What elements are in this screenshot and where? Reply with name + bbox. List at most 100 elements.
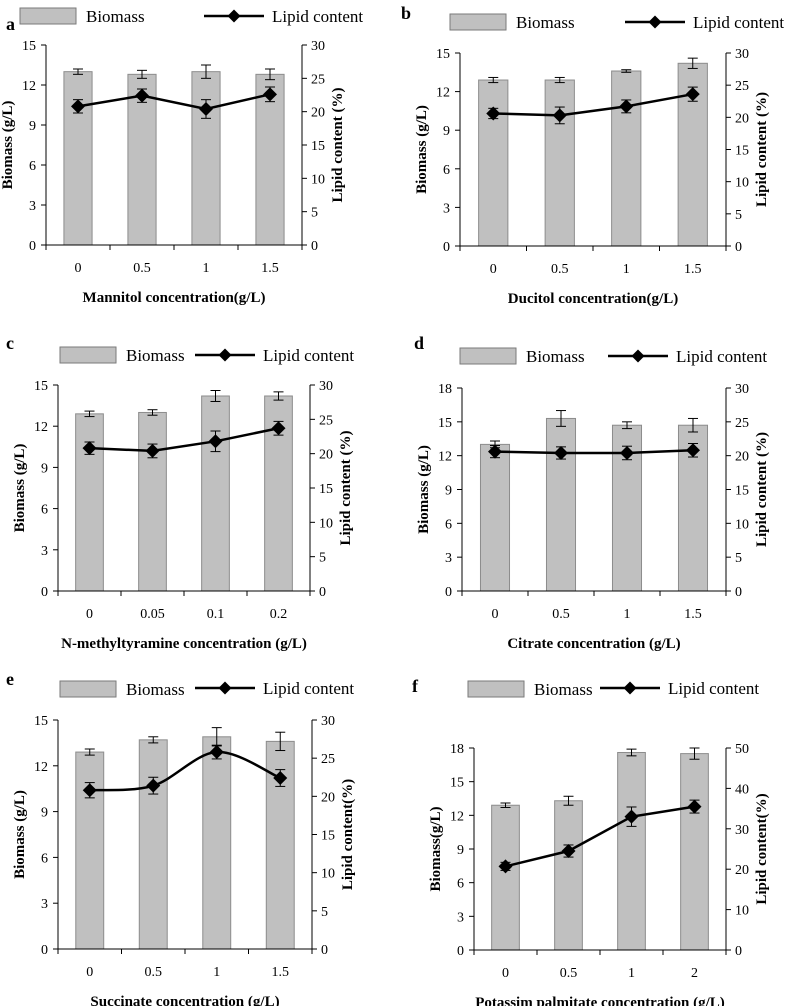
- y2-tick-label: 20: [735, 111, 749, 126]
- legend-biomass-label: Biomass: [534, 680, 593, 699]
- y-tick-label: 15: [22, 39, 36, 54]
- y2-tick-label: 0: [735, 944, 742, 959]
- y-tick-label: 6: [443, 163, 450, 178]
- y-tick-label: 9: [41, 461, 48, 476]
- y-tick-label: 6: [41, 503, 48, 518]
- x-axis-title: Succinate concentration (g/L): [90, 994, 279, 1006]
- y-tick-label: 15: [436, 47, 450, 62]
- y2-tick-label: 20: [735, 450, 749, 465]
- y-tick-label: 18: [450, 742, 464, 757]
- panel-f: f Biomass Lipid content0369121518010203040…: [412, 676, 770, 1006]
- y2-tick-label: 30: [735, 47, 749, 62]
- y-tick-label: 9: [457, 843, 464, 858]
- x-axis-title: Citrate concentration (g/L): [507, 636, 680, 652]
- lipid-point: [498, 859, 513, 874]
- biomass-error-bar: [210, 389, 221, 402]
- y2-tick-label: 10: [321, 867, 335, 882]
- x-tick-label: 1.5: [272, 965, 290, 980]
- y2-tick-label: 5: [321, 905, 328, 920]
- lipid-point: [263, 87, 277, 102]
- x-tick-label: 0: [490, 262, 497, 277]
- y2-tick-label: 30: [311, 39, 325, 54]
- x-tick-label: 1: [628, 966, 635, 981]
- legend-biomass-label: Biomass: [516, 13, 575, 32]
- lipid-line: [77, 93, 271, 111]
- y2-axis-title: Lipid content (%): [754, 92, 770, 207]
- y-tick-label: 15: [438, 416, 452, 431]
- biomass-error-bar: [488, 76, 499, 84]
- lipid-point: [208, 434, 223, 449]
- y-tick-label: 12: [34, 420, 48, 435]
- lipid-line: [89, 427, 279, 453]
- y-tick-label: 3: [41, 897, 48, 912]
- y-axis-title: Biomass(g/L): [428, 806, 444, 891]
- x-tick-label: 1: [203, 261, 210, 276]
- y-tick-label: 6: [29, 159, 36, 174]
- y-tick-label: 0: [445, 585, 452, 600]
- biomass-error-bar: [554, 76, 565, 84]
- x-tick-label: 1: [623, 262, 630, 277]
- y2-tick-label: 15: [319, 482, 333, 497]
- lipid-point: [488, 444, 502, 459]
- lipid-point: [685, 87, 700, 102]
- lipid-point: [619, 99, 634, 114]
- y2-tick-label: 25: [735, 79, 749, 94]
- lipid-point: [624, 809, 639, 824]
- y-tick-label: 0: [29, 239, 36, 254]
- biomass-error-bar: [84, 748, 95, 756]
- y2-axis-title: Lipid content (%): [330, 87, 346, 202]
- x-tick-label: 1.5: [684, 262, 702, 277]
- y-axis-title: Biomass (g/L): [414, 105, 430, 194]
- x-tick-label: 1: [624, 607, 631, 622]
- lipid-point: [620, 445, 634, 460]
- y2-tick-label: 5: [735, 208, 742, 223]
- x-axis-title: Ducitol concentration(g/L): [508, 291, 678, 307]
- y-tick-label: 0: [41, 943, 48, 958]
- lipid-point: [273, 771, 288, 786]
- y2-tick-label: 50: [735, 742, 749, 757]
- y-axis-title: Biomass (g/L): [416, 445, 432, 534]
- legend-biomass-label: Biomass: [126, 346, 185, 365]
- x-axis-title: Mannitol concentration(g/L): [83, 290, 266, 306]
- legend-biomass-swatch: [19, 7, 77, 25]
- biomass-bar: [545, 417, 577, 592]
- panel-label: e: [6, 669, 14, 689]
- y-tick-label: 12: [436, 86, 450, 101]
- y2-tick-label: 10: [311, 172, 325, 187]
- legend-lipid-label: Lipid content: [693, 13, 784, 32]
- legend-biomass-label: Biomass: [126, 680, 185, 699]
- biomass-bar: [617, 751, 646, 951]
- y-tick-label: 15: [450, 776, 464, 791]
- y2-tick-label: 15: [321, 829, 335, 844]
- lipid-point: [82, 783, 97, 798]
- legend-lipid-marker: [648, 15, 662, 29]
- lipid-point: [82, 441, 97, 456]
- y2-tick-label: 0: [321, 943, 328, 958]
- lipid-point: [271, 421, 286, 436]
- x-tick-label: 0.1: [207, 607, 225, 622]
- legend-lipid-label: Lipid content: [668, 679, 759, 698]
- panel-c: c Biomass Lipid content 0 3 6 9 12 15 0 5 10 15 20 25 3…: [6, 333, 354, 652]
- biomass-bar: [138, 739, 168, 950]
- x-tick-label: 2: [691, 966, 698, 981]
- y2-tick-label: 30: [319, 379, 333, 394]
- x-tick-label: 0.2: [270, 607, 288, 622]
- y-tick-label: 3: [457, 910, 464, 925]
- biomass-bar: [75, 413, 104, 592]
- y2-tick-label: 20: [735, 863, 749, 878]
- y-tick-label: 12: [34, 760, 48, 775]
- y-axis-title: Biomass (g/L): [12, 790, 28, 879]
- lipid-point: [686, 443, 700, 458]
- biomass-bar: [75, 751, 105, 950]
- panel-a: a Biomass Lipid content0369121505101520253…: [0, 7, 363, 306]
- legend-lipid-marker: [218, 681, 232, 695]
- y2-tick-label: 15: [311, 139, 325, 154]
- biomass-error-bar: [147, 409, 158, 416]
- legend-biomass-label: Biomass: [86, 7, 145, 26]
- y-tick-label: 9: [445, 484, 452, 499]
- biomass-error-bar: [265, 68, 275, 81]
- biomass-error-bar: [621, 69, 632, 73]
